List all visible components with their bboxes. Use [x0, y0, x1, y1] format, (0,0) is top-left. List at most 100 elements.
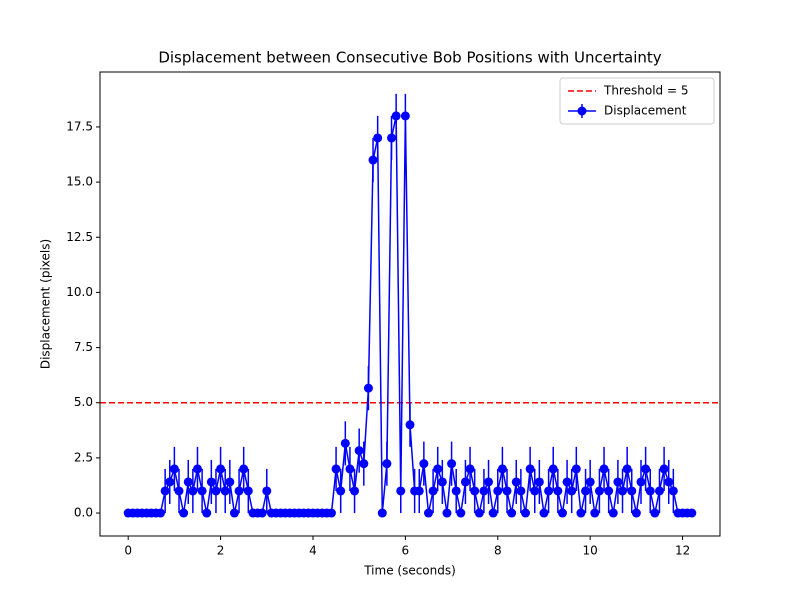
point — [585, 477, 595, 487]
point — [188, 486, 198, 496]
point — [650, 508, 660, 518]
point — [197, 486, 207, 496]
point — [479, 486, 489, 496]
point — [636, 477, 646, 487]
point — [368, 155, 378, 165]
point — [460, 477, 470, 487]
point — [641, 464, 651, 474]
point — [156, 508, 166, 518]
point — [340, 438, 350, 448]
y-tick-label: 2.5 — [74, 450, 93, 464]
point — [419, 459, 429, 469]
point — [359, 459, 369, 469]
legend-label: Threshold = 5 — [603, 84, 688, 98]
point — [654, 486, 664, 496]
point — [553, 486, 563, 496]
point — [544, 486, 554, 496]
point — [581, 486, 591, 496]
point — [539, 508, 549, 518]
point — [604, 486, 614, 496]
point — [493, 486, 503, 496]
point — [465, 464, 475, 474]
point — [202, 508, 212, 518]
point — [262, 486, 272, 496]
point — [687, 508, 697, 518]
point — [234, 486, 244, 496]
point — [557, 508, 567, 518]
point — [502, 486, 512, 496]
point — [377, 508, 387, 518]
point — [534, 477, 544, 487]
point — [405, 420, 415, 430]
point — [326, 508, 336, 518]
x-axis-label: Time (seconds) — [363, 564, 456, 578]
point — [618, 486, 628, 496]
point — [548, 464, 558, 474]
point — [437, 477, 447, 487]
point — [160, 486, 170, 496]
y-tick-label: 5.0 — [74, 395, 93, 409]
point — [442, 508, 452, 518]
point — [562, 477, 572, 487]
plot-frame — [99, 71, 721, 537]
y-tick-label: 10.0 — [66, 285, 93, 299]
point — [627, 486, 637, 496]
point — [354, 446, 364, 456]
point — [373, 133, 383, 143]
x-tick-label: 6 — [402, 544, 410, 558]
point — [470, 486, 480, 496]
point — [257, 508, 267, 518]
point — [345, 464, 355, 474]
y-tick-label: 17.5 — [66, 119, 93, 133]
point — [447, 459, 457, 469]
point — [331, 464, 341, 474]
point — [516, 486, 526, 496]
point — [567, 486, 577, 496]
point — [599, 464, 609, 474]
point — [220, 486, 230, 496]
point — [530, 486, 540, 496]
point — [507, 508, 517, 518]
x-tick-label: 12 — [675, 544, 690, 558]
point — [400, 111, 410, 121]
point — [668, 486, 678, 496]
x-tick-label: 2 — [217, 544, 225, 558]
point — [590, 508, 600, 518]
chart-title: Displacement between Consecutive Bob Pos… — [158, 49, 661, 67]
point — [183, 477, 193, 487]
legend-label: Displacement — [604, 104, 687, 118]
point — [497, 464, 507, 474]
point — [336, 486, 346, 496]
point — [659, 464, 669, 474]
point — [576, 508, 586, 518]
point — [488, 508, 498, 518]
point — [520, 508, 530, 518]
point — [363, 383, 373, 393]
point — [229, 508, 239, 518]
legend-box — [559, 77, 715, 125]
y-tick-label: 15.0 — [66, 175, 93, 189]
point — [664, 477, 674, 487]
point — [225, 477, 235, 487]
point — [169, 464, 179, 474]
point — [525, 464, 535, 474]
point — [211, 486, 221, 496]
point — [456, 508, 466, 518]
point — [645, 486, 655, 496]
x-tick-label: 4 — [309, 544, 317, 558]
point — [382, 459, 392, 469]
point — [594, 486, 604, 496]
x-tick-label: 0 — [124, 544, 132, 558]
point — [571, 464, 581, 474]
y-axis-label: Displacement (pixels) — [39, 239, 53, 369]
legend-series-marker — [577, 106, 587, 116]
point — [631, 508, 641, 518]
point — [423, 508, 433, 518]
point — [451, 486, 461, 496]
point — [350, 486, 360, 496]
y-tick-label: 12.5 — [66, 230, 93, 244]
y-tick-label: 7.5 — [74, 340, 93, 354]
point — [396, 486, 406, 496]
x-tick-label: 8 — [494, 544, 502, 558]
point — [608, 508, 618, 518]
